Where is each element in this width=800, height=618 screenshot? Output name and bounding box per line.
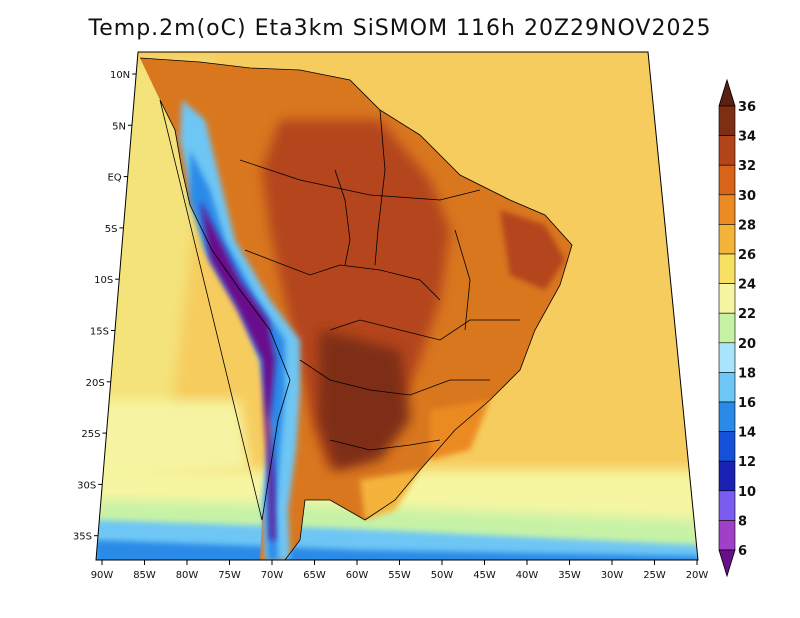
lon-label: 65W	[303, 570, 326, 581]
colorbar-label: 14	[738, 426, 756, 441]
lon-label: 60W	[346, 570, 369, 581]
lat-label: 5S	[105, 224, 118, 235]
lon-label: 70W	[261, 570, 284, 581]
lon-label: 75W	[218, 570, 241, 581]
border-amazon	[374, 109, 386, 266]
lon-label: 55W	[388, 570, 411, 581]
lon-label: 50W	[431, 570, 454, 581]
colorbar-label: 6	[738, 544, 747, 559]
southeast-warm	[430, 400, 490, 460]
lat-label: EQ	[107, 173, 121, 184]
temperature-field	[96, 52, 698, 560]
colorbar-segment	[718, 490, 736, 521]
colorbar-label: 32	[738, 159, 756, 174]
colorbar-segment	[718, 460, 736, 492]
colorbar-label: 26	[738, 248, 756, 263]
colorbar: 36 34 32 30 28 26 24 22 20 18 16 14 12 10 8 6	[718, 78, 756, 578]
lon-label: 80W	[176, 570, 199, 581]
pacific-mild-band	[96, 400, 250, 480]
colorbar-label: 8	[738, 514, 747, 529]
lon-label: 40W	[516, 570, 539, 581]
longitude-axis: 90W 85W 80W 75W 70W 65W 60W 55W 50W 45W 40W 35W 30W 2…	[91, 560, 709, 581]
lat-label: 25S	[81, 429, 100, 440]
border-east	[454, 229, 471, 331]
colorbar-segment	[718, 431, 736, 462]
colorbar-label: 10	[738, 485, 756, 500]
south-mild	[360, 470, 420, 520]
map-frame	[95, 51, 699, 561]
continent-outline	[139, 57, 573, 560]
lon-label: 90W	[91, 570, 114, 581]
political-boundaries	[139, 57, 573, 560]
border-north	[239, 159, 481, 201]
lat-label: 10S	[94, 275, 113, 286]
colorbar-label: 34	[738, 130, 756, 145]
colorbar-segment	[718, 372, 736, 403]
colorbar-label: 18	[738, 366, 756, 381]
colorbar-segment	[718, 401, 736, 432]
colorbar-label: 12	[738, 455, 756, 470]
lon-label: 25W	[643, 570, 666, 581]
colorbar-label: 20	[738, 337, 756, 352]
latitude-axis: 10N 5N EQ 5S 10S 15S 20S 25S 30S 35S	[73, 70, 137, 543]
border-rondonia	[334, 169, 351, 266]
lon-label: 20W	[686, 570, 709, 581]
lat-label: 30S	[77, 480, 96, 491]
lat-label: 20S	[86, 378, 105, 389]
colorbar-label: 24	[738, 278, 756, 293]
colorbar-segment	[718, 312, 736, 344]
colorbar-label: 16	[738, 396, 756, 411]
lat-label: 35S	[73, 532, 92, 543]
lon-label: 35W	[558, 570, 581, 581]
colorbar-segment	[718, 520, 736, 551]
colorbar-segment	[718, 105, 736, 136]
border-central	[244, 249, 441, 301]
colorbar-segment	[718, 253, 736, 284]
colorbar-segment	[718, 194, 736, 225]
colorbar-label: 30	[738, 189, 756, 204]
hottest-interior	[318, 330, 410, 470]
hot-northeast	[500, 210, 565, 290]
colorbar-label: 28	[738, 218, 756, 233]
border-midwest	[329, 319, 520, 341]
border-south	[329, 439, 441, 451]
map-title: Temp.2m(oC) Eta3km SiSMOM 116h 20Z29NOV2…	[88, 16, 712, 41]
colorbar-bottom-triangle	[718, 549, 736, 578]
colorbar-segment	[718, 135, 736, 166]
colorbar-label: 22	[738, 307, 756, 322]
colorbar-segment	[718, 224, 736, 255]
lon-label: 30W	[601, 570, 624, 581]
colorbar-segment	[718, 164, 736, 196]
lat-label: 5N	[112, 121, 126, 132]
lon-label: 45W	[473, 570, 496, 581]
andes-highest-cold	[200, 200, 275, 540]
lat-label: 10N	[110, 70, 130, 81]
lat-label: 15S	[90, 327, 109, 338]
border-southeast	[299, 359, 490, 396]
colorbar-segment	[718, 342, 736, 373]
colorbar-segment	[718, 283, 736, 314]
colorbar-label: 36	[738, 100, 756, 115]
lon-label: 85W	[133, 570, 156, 581]
south-ocean-coldest	[96, 540, 698, 560]
colorbar-top-triangle	[718, 78, 736, 107]
